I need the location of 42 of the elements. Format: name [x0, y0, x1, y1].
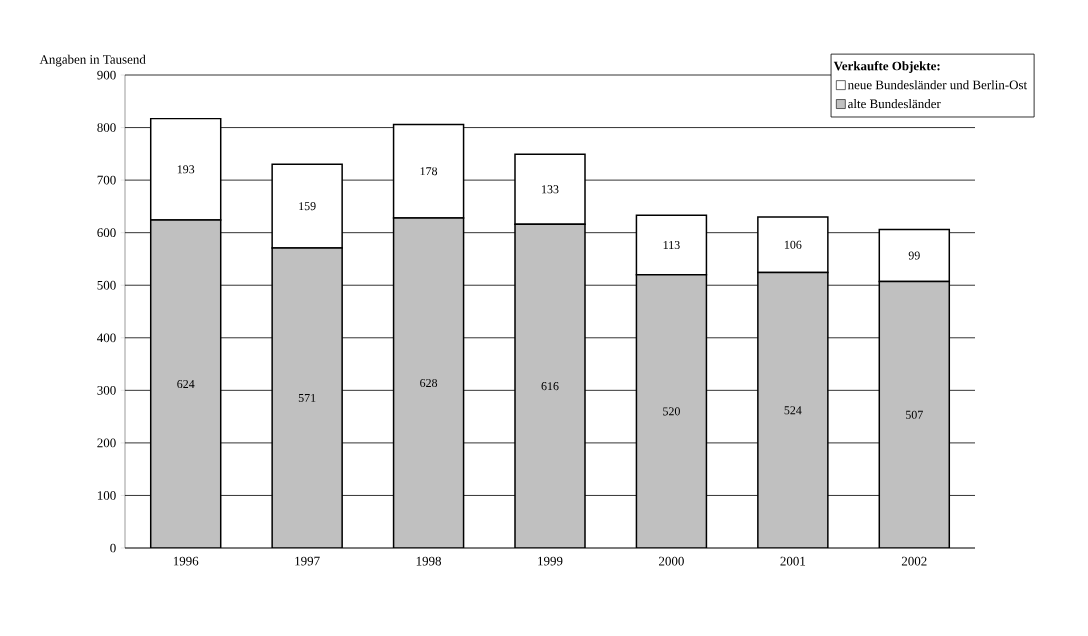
data-label: 193	[177, 165, 195, 174]
x-tick-label: 1999	[538, 556, 563, 566]
x-tick-label: 2002	[901, 556, 927, 566]
data-label: 159	[299, 202, 316, 211]
bar	[878, 280, 951, 548]
y-tick-label: 0	[110, 543, 116, 553]
data-label: 524	[784, 406, 802, 415]
data-label: 616	[541, 382, 559, 391]
data-label: 113	[663, 241, 680, 250]
data-label: 178	[420, 167, 438, 176]
y-tick-label: 900	[97, 70, 116, 80]
data-label: 99	[908, 251, 920, 260]
x-tick-label: 1997	[295, 556, 320, 566]
x-tick-label: 2001	[780, 556, 806, 566]
x-tick-label: 1996	[173, 556, 199, 566]
legend-label: alte Bundesländer	[848, 99, 941, 109]
y-tick-label: 200	[97, 438, 116, 448]
bar	[757, 271, 829, 548]
y-tick-label: 300	[97, 385, 116, 395]
bar	[392, 217, 465, 548]
y-tick-label: 700	[97, 175, 116, 185]
y-tick-label: 500	[97, 280, 116, 290]
y-tick-label: 400	[97, 333, 116, 343]
y-tick-label: 600	[97, 228, 116, 238]
bar	[635, 273, 708, 548]
data-label: 133	[542, 185, 559, 194]
bar	[514, 223, 586, 548]
x-tick-label: 2000	[659, 556, 684, 566]
data-label: 571	[298, 393, 316, 402]
y-axis-title: Angaben in Tausend	[39, 54, 146, 67]
bar	[149, 219, 222, 548]
data-label: 520	[663, 407, 680, 416]
data-label: 507	[906, 410, 923, 419]
data-label: 624	[177, 380, 195, 389]
data-label: 106	[784, 240, 802, 249]
y-tick-label: 100	[97, 491, 116, 500]
y-tick-label: 800	[97, 123, 116, 132]
bar	[271, 247, 343, 548]
legend-label: neue Bundesländer und Berlin-Ost	[847, 80, 1028, 90]
legend-title: Verkaufte Objekte:	[833, 61, 940, 73]
x-tick-label: 1998	[416, 556, 442, 566]
data-label: 628	[420, 378, 438, 387]
